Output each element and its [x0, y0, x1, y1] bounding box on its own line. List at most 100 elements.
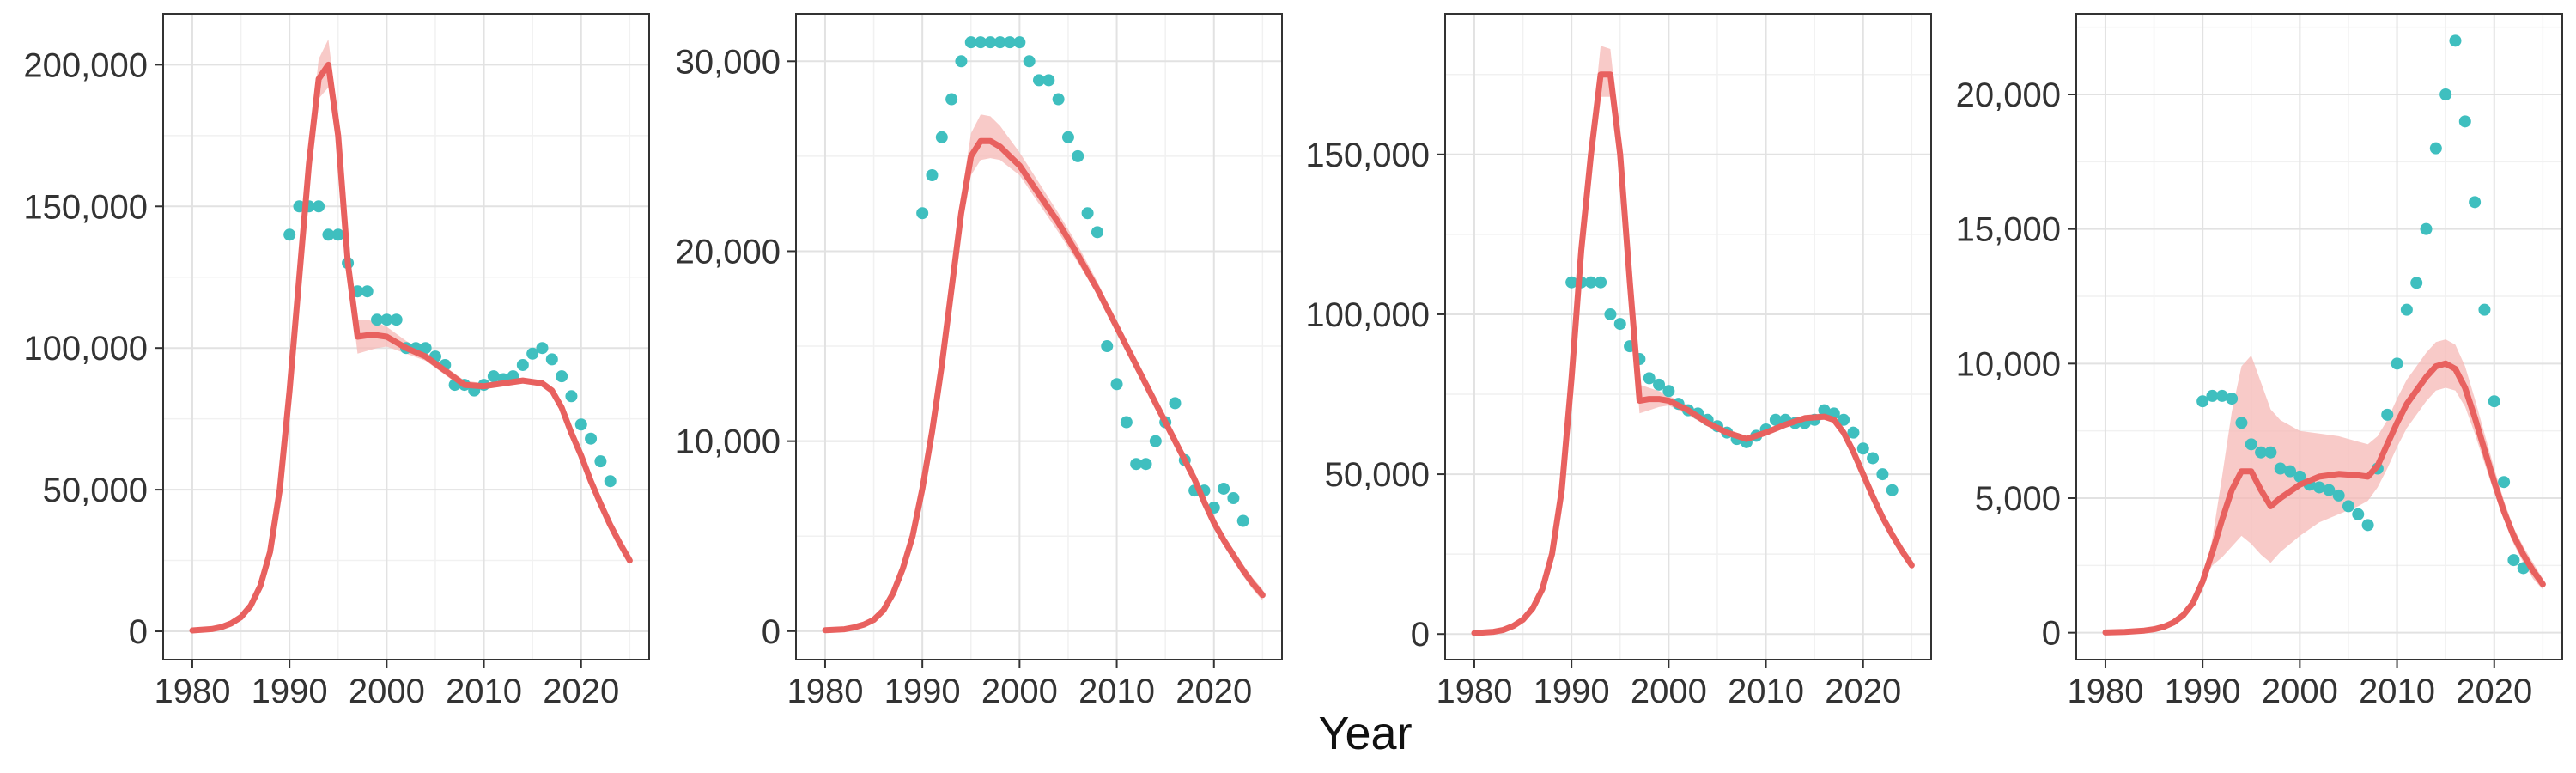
observed-point: [1653, 378, 1666, 391]
observed-point: [565, 390, 578, 403]
observed-point: [926, 169, 939, 181]
y-tick-label: 20,000: [676, 233, 781, 271]
observed-point: [964, 36, 977, 49]
observed-point: [2255, 446, 2268, 459]
observed-point: [1033, 74, 1045, 87]
observed-point: [2391, 357, 2403, 370]
observed-point: [2264, 446, 2277, 459]
model-line: [1471, 71, 1915, 636]
x-tick-label: 1990: [1534, 673, 1610, 710]
observed-point: [2381, 408, 2394, 421]
observed-point: [1818, 404, 1831, 417]
observed-point: [1604, 307, 1617, 320]
observed-point: [1867, 452, 1880, 465]
x-tick-label: 1980: [2067, 673, 2143, 710]
y-tick-label: 50,000: [43, 472, 148, 509]
x-tick-label: 2000: [1631, 673, 1707, 710]
observed-point: [1876, 468, 1889, 481]
model-confidence-band: [825, 114, 1263, 630]
observed-point: [2332, 489, 2345, 502]
x-tick-label: 2020: [543, 673, 619, 710]
observed-point: [2429, 142, 2442, 155]
observed-point: [556, 370, 568, 383]
x-tick-label: 1990: [2165, 673, 2241, 710]
observed-point: [380, 313, 393, 326]
observed-point: [1042, 74, 1055, 87]
observed-point: [1110, 378, 1123, 391]
y-tick-label: 15,000: [1956, 211, 2061, 249]
observed-point: [545, 353, 558, 366]
observed-point: [1101, 340, 1114, 353]
shared-x-axis-label: Year: [1318, 708, 1412, 759]
observed-point: [371, 313, 384, 326]
observed-point: [2206, 389, 2219, 402]
observed-point: [984, 36, 997, 49]
x-tick-label: 2020: [1825, 673, 1901, 710]
observed-point: [1662, 385, 1675, 398]
observed-point: [585, 432, 598, 445]
observed-point: [1838, 413, 1850, 426]
chart-panel-2: 1980 1990 2000 2010 2020 0 10,000 20,000 30,000: [676, 13, 1283, 710]
observed-point: [1595, 276, 1607, 289]
y-tick-label: 100,000: [23, 330, 148, 368]
observed-point: [945, 93, 958, 106]
x-tick-label: 1980: [787, 673, 863, 710]
observed-point: [2439, 88, 2452, 100]
observed-point: [1072, 149, 1084, 162]
observed-point: [1565, 276, 1578, 289]
observed-point: [331, 228, 344, 241]
observed-point: [322, 228, 335, 241]
y-tick-label: 100,000: [1305, 296, 1430, 334]
observed-point: [2323, 484, 2336, 496]
observed-point: [2469, 196, 2482, 209]
observed-point: [1120, 416, 1133, 429]
observed-point: [487, 370, 500, 383]
y-tick-label: 10,000: [676, 423, 781, 461]
model-line: [2102, 360, 2546, 636]
observed-point: [419, 342, 432, 355]
observed-point: [2507, 554, 2520, 567]
observed-point: [2410, 277, 2423, 289]
x-tick-label: 1980: [154, 673, 230, 710]
observed-point: [916, 207, 929, 220]
y-tick-label: 30,000: [676, 43, 781, 81]
observed-point: [1004, 36, 1017, 49]
x-tick-label: 1990: [884, 673, 961, 710]
observed-point: [1236, 514, 1249, 527]
observed-point: [283, 228, 296, 241]
panel-border: [2075, 13, 2563, 660]
observed-point: [1227, 492, 1240, 504]
panel-border: [795, 13, 1283, 660]
model-confidence-band: [192, 39, 630, 630]
x-tick-label: 2010: [2359, 673, 2435, 710]
observed-point: [993, 36, 1006, 49]
model-line: [189, 61, 633, 634]
y-tick-label: 0: [2042, 615, 2061, 653]
observed-point: [2313, 481, 2325, 494]
observed-point: [1081, 207, 1094, 220]
observed-point: [516, 358, 529, 371]
y-tick-label: 10,000: [1956, 345, 2061, 383]
observed-point: [2342, 500, 2354, 513]
x-tick-label: 2020: [2456, 673, 2532, 710]
observed-point: [1613, 318, 1626, 331]
x-tick-label: 2000: [2262, 673, 2338, 710]
observed-point: [2488, 395, 2500, 408]
x-tick-label: 1990: [252, 673, 328, 710]
observed-point: [955, 55, 968, 68]
observed-point: [1023, 55, 1036, 68]
observed-point: [2478, 303, 2491, 316]
observed-point: [594, 455, 607, 468]
observed-point: [1139, 458, 1152, 471]
x-tick-label: 1980: [1436, 673, 1512, 710]
y-tick-label: 0: [762, 613, 781, 651]
observed-point: [2400, 303, 2413, 316]
observed-point: [1218, 482, 1230, 495]
observed-point: [2352, 508, 2365, 520]
observed-point: [2226, 393, 2239, 405]
chart-panel-3: 1980 1990 2000 2010 2020 0 50,000 100,000 150,00…: [1305, 13, 1932, 710]
chart-panel-4: 1980 1990 2000 2010 2020 0 5,000 10,000 15,000 20…: [1956, 13, 2563, 710]
y-tick-label: 0: [129, 613, 148, 651]
observed-point: [2420, 222, 2433, 235]
observed-point: [935, 131, 948, 143]
